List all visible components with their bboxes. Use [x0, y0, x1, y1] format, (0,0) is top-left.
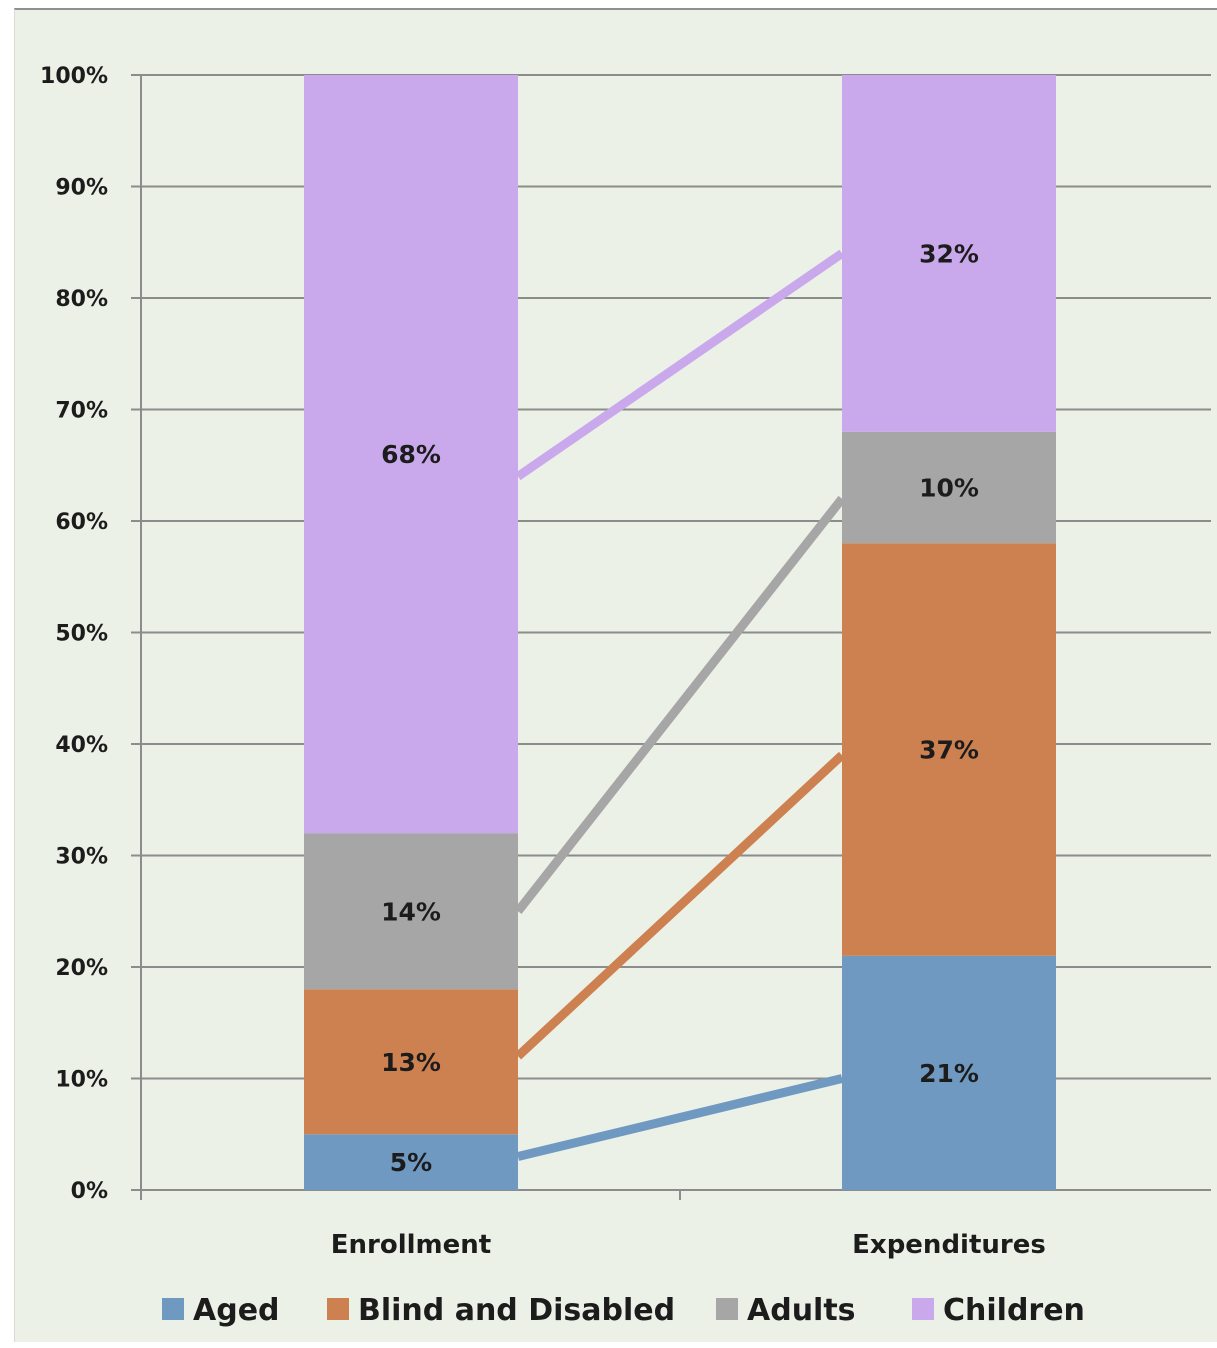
legend-swatch	[162, 1298, 184, 1320]
legend-label: Adults	[747, 1293, 856, 1328]
legend-label: Children	[943, 1293, 1085, 1328]
connector-line-children	[515, 249, 845, 481]
y-tick-label: 40%	[55, 733, 108, 758]
y-tick-label: 70%	[55, 399, 108, 424]
bar-expenditures-children	[842, 75, 1056, 432]
bar-enrollment-adults	[304, 833, 518, 990]
data-label: 37%	[919, 736, 979, 765]
y-tick-label: 50%	[55, 622, 108, 647]
data-label: 14%	[381, 897, 441, 926]
y-tick-label: 0%	[71, 1179, 108, 1204]
bar-enrollment-blind-and-disabled	[304, 989, 518, 1135]
data-label: 32%	[919, 239, 979, 268]
bar-expenditures-aged	[842, 955, 1056, 1190]
y-tick-label: 20%	[55, 956, 108, 981]
connector-lines	[514, 249, 846, 1161]
x-category-label: Expenditures	[852, 1230, 1046, 1260]
legend-label: Aged	[193, 1293, 280, 1328]
y-tick-label: 90%	[55, 176, 108, 201]
bars	[304, 75, 1056, 1190]
bar-expenditures-adults	[842, 431, 1056, 544]
data-label: 10%	[919, 474, 979, 503]
y-tick-label: 80%	[55, 287, 108, 312]
bar-enrollment-aged	[304, 1134, 518, 1190]
connector-line-adults	[514, 495, 846, 915]
data-label: 21%	[919, 1059, 979, 1088]
connector-line-aged	[516, 1074, 844, 1161]
x-category-label: Enrollment	[331, 1230, 491, 1260]
data-label: 68%	[381, 440, 441, 469]
legend-swatch	[716, 1298, 738, 1320]
y-tick-label: 30%	[55, 845, 108, 870]
legend-label: Blind and Disabled	[358, 1293, 675, 1328]
legend: Aged Blind and Disabled Adults Children	[162, 1293, 1085, 1328]
bar-expenditures-blind-and-disabled	[842, 543, 1056, 956]
y-tick-label: 100%	[40, 64, 108, 89]
y-tick-label: 10%	[55, 1068, 108, 1093]
bar-enrollment-children	[304, 75, 518, 834]
data-labels: 5% 13% 14% 68% 21% 37% 10% 32%	[381, 239, 979, 1177]
y-tick-label: 60%	[55, 510, 108, 535]
data-label: 13%	[381, 1048, 441, 1077]
data-label: 5%	[390, 1148, 432, 1177]
legend-swatch	[327, 1298, 349, 1320]
legend-swatch	[912, 1298, 934, 1320]
connector-line-blind-and-disabled	[514, 751, 846, 1060]
